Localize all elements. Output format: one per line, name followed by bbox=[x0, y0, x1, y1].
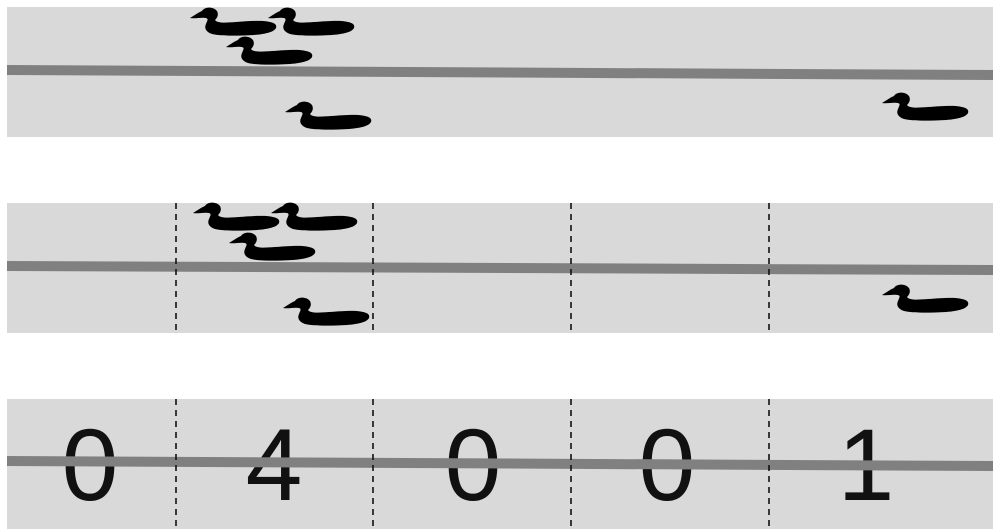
raw-ducks-panel bbox=[6, 7, 994, 137]
counts-panel: 0 4 0 0 1 bbox=[6, 399, 994, 529]
water-line bbox=[6, 456, 994, 471]
water-line bbox=[6, 261, 994, 275]
water-line bbox=[6, 65, 994, 80]
segmented-ducks-panel bbox=[6, 202, 994, 333]
